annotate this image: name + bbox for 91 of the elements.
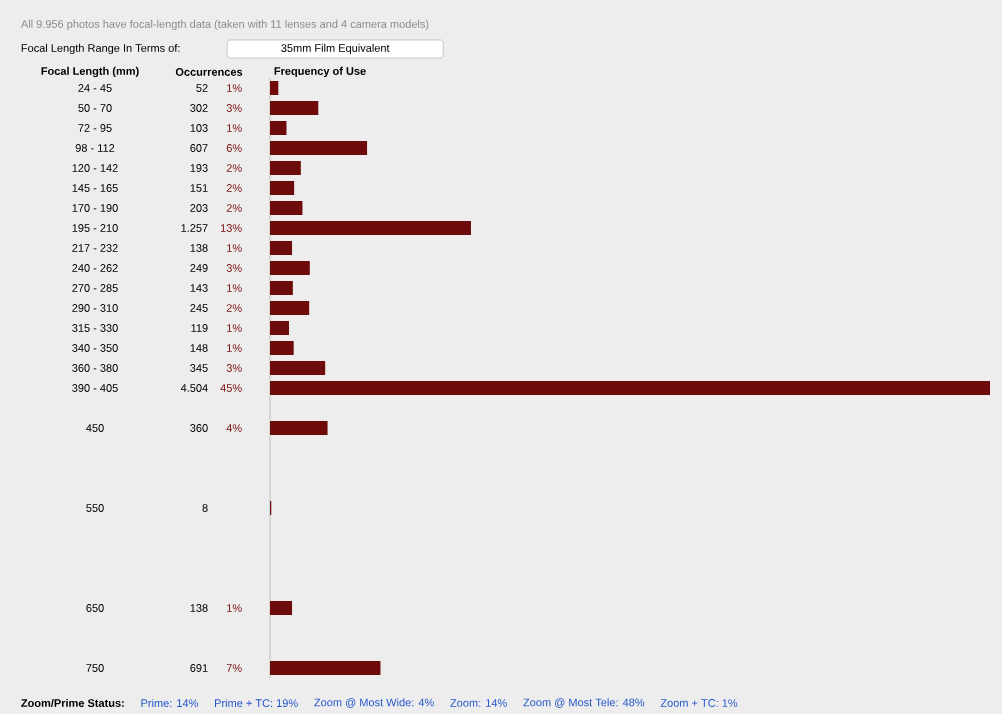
text: 1%: [227, 244, 242, 252]
bar: [270, 340, 294, 355]
y-tick-label: 120 - 142: [72, 164, 118, 172]
y-tick-label: 50 - 70: [78, 104, 112, 112]
bar: [270, 360, 326, 375]
text: Zoom @ Most Wide: 4%: [314, 698, 434, 708]
y-tick-label: 145 - 165: [72, 184, 118, 192]
y-axis-title: Focal Length (mm): [41, 66, 139, 78]
text: 4%: [226, 424, 242, 432]
data-label: 345: [190, 364, 208, 372]
bar: [270, 120, 287, 135]
bar: [270, 140, 368, 155]
data-label: 302: [190, 104, 208, 112]
text: 1%: [227, 324, 242, 332]
y-tick-label: 390 - 405: [72, 384, 118, 392]
y-tick-label: 360 - 380: [72, 364, 118, 372]
text: Zoom @ Most Tele: 48%: [523, 698, 645, 708]
bar: [270, 220, 471, 235]
text: 1%: [227, 124, 242, 132]
text: 3%: [226, 364, 242, 372]
y-tick-label: 98 - 112: [75, 144, 115, 152]
bar: [270, 260, 310, 275]
data-label: 148: [190, 344, 208, 352]
bar: [270, 600, 293, 615]
bar: [270, 280, 293, 295]
y-tick-label: 550: [86, 504, 104, 512]
text: 1%: [227, 284, 242, 292]
data-label: 8: [202, 504, 208, 512]
text: Occurrences: [175, 68, 243, 76]
data-label: 360: [190, 424, 208, 432]
text: Zoom + TC: 1%: [660, 699, 738, 707]
y-tick-label: 750: [86, 664, 104, 672]
data-label: 1.257: [181, 224, 208, 232]
data-label: 245: [190, 304, 208, 312]
bar: [270, 320, 290, 335]
data-label: 119: [191, 324, 208, 332]
text: 1%: [227, 604, 242, 612]
text: 3%: [226, 104, 242, 112]
text: 7%: [226, 664, 242, 672]
data-label: 607: [190, 144, 208, 152]
chart-title: All 9.956 photos have focal-length data (taken with 11 lenses and 4 camera models): [20, 19, 429, 31]
data-label: 138: [190, 604, 208, 612]
bar: [270, 380, 990, 395]
text: 13%: [220, 224, 242, 232]
y-tick-label: 170 - 190: [72, 204, 118, 212]
text: Focal Length Range In Terms of:: [21, 43, 180, 55]
text: 2%: [226, 164, 242, 172]
y-tick-label: 72 - 95: [78, 124, 112, 132]
text: 6%: [226, 144, 242, 152]
bar: [270, 180, 295, 195]
bar: [270, 240, 293, 255]
bar: [270, 101, 319, 115]
y-tick-label: 290 - 310: [72, 304, 118, 312]
bar: [270, 160, 301, 175]
bar: [270, 200, 303, 215]
text: 1%: [227, 344, 242, 352]
bar: [270, 81, 279, 95]
text: Zoom: 14%: [450, 699, 507, 707]
text: 45%: [220, 384, 242, 392]
bar: [270, 660, 381, 675]
y-tick-label: 650: [86, 604, 104, 612]
data-label: 143: [190, 284, 208, 292]
text: Prime: 14%: [141, 698, 198, 708]
data-label: 691: [190, 664, 208, 672]
x-axis-title: Frequency of Use: [274, 66, 366, 78]
y-tick-label: 270 - 285: [72, 284, 118, 292]
text: 35mm Film Equivalent: [281, 43, 390, 55]
text: 2%: [226, 304, 242, 312]
data-label: 138: [190, 244, 208, 252]
y-tick-label: 217 - 232: [72, 244, 118, 252]
y-tick-label: 315 - 330: [72, 324, 118, 332]
bar: [270, 420, 328, 435]
data-label: 151: [190, 184, 208, 192]
data-label: 52: [196, 84, 208, 92]
bar: [270, 300, 310, 315]
text: 3%: [226, 264, 242, 272]
text: 2%: [226, 184, 242, 192]
data-label: 249: [190, 264, 208, 272]
data-label: 203: [190, 204, 208, 212]
text: Prime + TC: 19%: [215, 698, 298, 708]
data-label: 193: [190, 164, 208, 172]
data-label: 103: [190, 124, 208, 132]
y-tick-label: 195 - 210: [72, 224, 118, 232]
data-label: 4.504: [180, 384, 208, 392]
text: 2%: [226, 204, 242, 212]
y-tick-label: 24 - 45: [78, 84, 112, 92]
text: 1%: [227, 84, 242, 92]
y-tick-label: 240 - 262: [72, 264, 118, 272]
y-tick-label: 340 - 350: [72, 344, 118, 352]
text: Zoom/Prime Status:: [21, 698, 124, 708]
y-tick-label: 450: [86, 424, 104, 432]
